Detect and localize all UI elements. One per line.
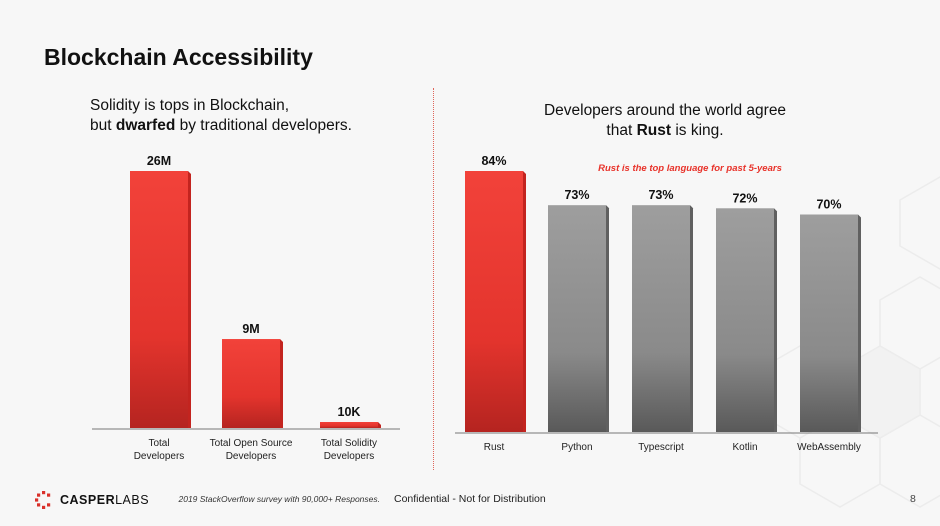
category-label: Python: [561, 442, 592, 453]
bar-value-label: 70%: [816, 198, 841, 212]
casperlabs-logo: CASPERLABS: [34, 488, 149, 512]
right-subtitle: Developers around the world agree that R…: [490, 101, 840, 141]
right-subtitle-line2: that Rust is king.: [490, 121, 840, 141]
bar-bevel: [690, 205, 693, 432]
category-label: Kotlin: [732, 442, 757, 453]
category-label: Total Open Source: [210, 438, 293, 449]
right-subtitle-text-end: is king.: [671, 122, 724, 139]
logo-wordmark-light: LABS: [115, 493, 150, 507]
category-label: Total: [148, 438, 169, 449]
bar: [320, 422, 378, 428]
bar-bevel: [378, 422, 381, 428]
languages-chart: 84% Rust 73% Python 73% Typescript 72% Kotlin 70…: [455, 154, 878, 453]
bar-value-label: 73%: [564, 188, 589, 202]
casperlabs-wordmark: CASPERLABS: [60, 493, 149, 507]
bar-bevel: [774, 208, 777, 432]
section-divider: [433, 88, 434, 470]
bar: [716, 208, 774, 432]
bar-bevel: [523, 171, 526, 432]
logo-wordmark-bold: CASPER: [60, 493, 116, 507]
right-subtitle-text: that: [606, 122, 637, 139]
bar-value-label: 73%: [648, 188, 673, 202]
category-label: Developers: [134, 451, 185, 462]
category-label: Typescript: [638, 442, 684, 453]
page-number: 8: [910, 493, 916, 505]
right-subtitle-line1: Developers around the world agree: [543, 102, 787, 119]
category-label: Developers: [226, 451, 277, 462]
bar-bevel: [858, 214, 861, 432]
category-label: WebAssembly: [797, 442, 861, 453]
left-subtitle: Solidity is tops in Blockchain, but dwar…: [90, 96, 390, 136]
rust-annotation: Rust is the top language for past 5-year…: [598, 163, 782, 174]
casperlabs-logo-icon: [35, 491, 51, 509]
bar-value-label: 72%: [732, 191, 757, 205]
bar-value-label: 26M: [147, 154, 171, 168]
bar: [632, 205, 690, 432]
developers-chart: 26M Total Developers 9M Total Open Source Dev…: [92, 154, 400, 462]
bar-bevel: [606, 205, 609, 432]
bar: [465, 171, 523, 432]
left-subtitle-text-end: by traditional developers.: [175, 117, 352, 134]
left-subtitle-line2: but dwarfed by traditional developers.: [90, 116, 390, 136]
source-note: 2019 StackOverflow survey with 90,000+ R…: [178, 494, 380, 504]
bar: [130, 171, 188, 428]
bar-bevel: [188, 171, 191, 428]
slide-title: Blockchain Accessibility: [44, 44, 313, 70]
left-subtitle-emphasis: dwarfed: [115, 117, 176, 134]
category-label: Total Solidity: [321, 438, 377, 449]
bar: [222, 339, 280, 428]
category-label: Developers: [324, 451, 375, 462]
bar-value-label: 84%: [481, 154, 506, 168]
bar-bevel: [280, 339, 283, 428]
bar-value-label: 10K: [338, 405, 361, 419]
bar: [800, 214, 858, 432]
left-subtitle-text: but: [90, 117, 116, 134]
category-label: Rust: [484, 442, 505, 453]
bar: [548, 205, 606, 432]
right-subtitle-emphasis: Rust: [636, 122, 672, 139]
left-subtitle-line1: Solidity is tops in Blockchain,: [90, 97, 290, 114]
bar-value-label: 9M: [242, 322, 259, 336]
confidential-notice: Confidential - Not for Distribution: [394, 493, 546, 505]
